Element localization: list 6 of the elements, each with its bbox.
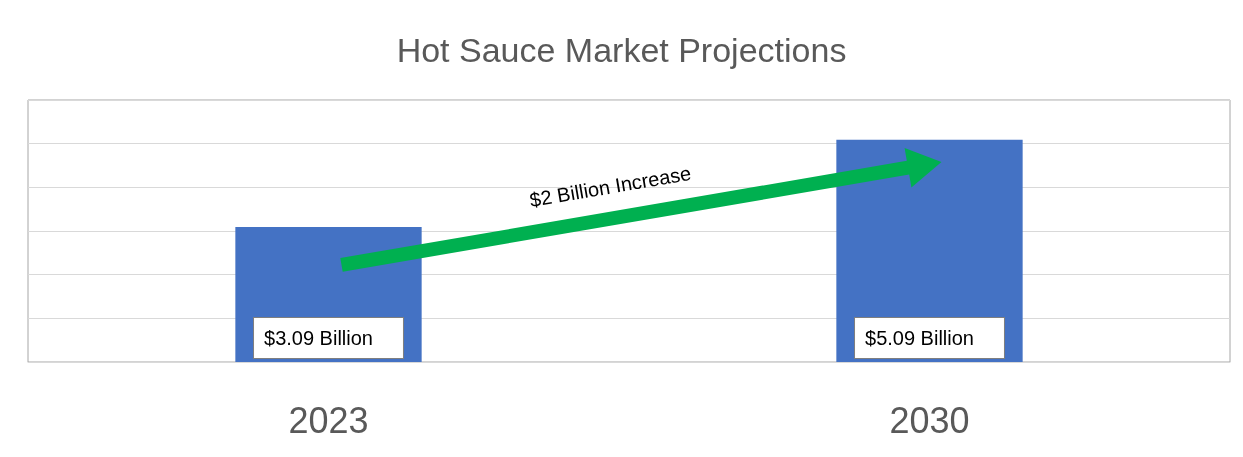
data-label: $3.09 Billion	[264, 327, 373, 349]
chart-title: Hot Sauce Market Projections	[396, 31, 847, 69]
x-tick-label: 2023	[288, 399, 369, 441]
data-label: $5.09 Billion	[865, 327, 974, 349]
annotation: $2 Billion Increase	[527, 161, 693, 212]
x-tick-label: 2030	[889, 399, 970, 441]
